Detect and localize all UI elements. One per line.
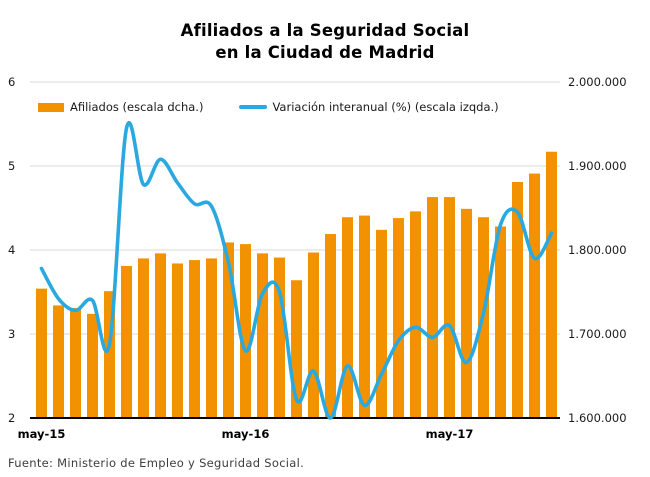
chart-legend: Afiliados (escala dcha.) Variación inter… bbox=[38, 100, 535, 114]
bar bbox=[444, 197, 455, 418]
bar bbox=[121, 265, 132, 418]
bar bbox=[529, 173, 540, 418]
bar bbox=[308, 252, 319, 418]
y-right-tick-label: 2.000.000 bbox=[568, 75, 627, 89]
bar bbox=[240, 244, 251, 418]
bar bbox=[223, 242, 234, 418]
bar bbox=[427, 197, 438, 418]
bar bbox=[53, 305, 64, 418]
bar bbox=[410, 211, 421, 418]
y-left-tick-label: 5 bbox=[8, 159, 15, 173]
bar bbox=[274, 257, 285, 418]
x-tick-label: may-16 bbox=[222, 427, 270, 441]
bar bbox=[393, 218, 404, 418]
legend-label-afiliados: Afiliados (escala dcha.) bbox=[70, 100, 204, 114]
bar bbox=[376, 229, 387, 418]
bar bbox=[104, 291, 115, 418]
bar bbox=[257, 253, 268, 418]
bar bbox=[155, 253, 166, 418]
bar bbox=[172, 263, 183, 418]
bar bbox=[359, 215, 370, 418]
chart-title: Afiliados a la Seguridad Social en la Ci… bbox=[0, 20, 650, 64]
chart-title-line1: Afiliados a la Seguridad Social bbox=[180, 21, 470, 40]
y-right-tick-label: 1.700.000 bbox=[568, 327, 627, 341]
bar bbox=[291, 280, 302, 418]
trend-line bbox=[39, 121, 554, 420]
bar bbox=[206, 258, 217, 418]
bar bbox=[36, 288, 47, 418]
bar bbox=[87, 313, 98, 418]
line-series-swatch-icon bbox=[239, 105, 268, 109]
bar bbox=[546, 151, 557, 418]
bar bbox=[461, 208, 472, 418]
bar bbox=[189, 260, 200, 418]
legend-item-variacion: Variación interanual (%) (escala izqda.) bbox=[239, 100, 499, 114]
y-right-tick-label: 1.600.000 bbox=[568, 411, 627, 425]
bar-series-swatch-icon bbox=[38, 102, 64, 112]
bar bbox=[70, 307, 81, 418]
source-note: Fuente: Ministerio de Empleo y Seguridad… bbox=[8, 456, 305, 470]
y-right-tick-label: 1.900.000 bbox=[568, 159, 627, 173]
bar bbox=[342, 217, 353, 418]
chart-title-line2: en la Ciudad de Madrid bbox=[215, 43, 435, 62]
y-left-tick-label: 6 bbox=[8, 75, 15, 89]
x-tick-label: may-15 bbox=[18, 427, 66, 441]
y-left-tick-label: 3 bbox=[8, 327, 15, 341]
y-left-tick-label: 4 bbox=[8, 243, 15, 257]
y-right-tick-label: 1.800.000 bbox=[568, 243, 627, 257]
bar bbox=[138, 258, 149, 418]
bar bbox=[495, 226, 506, 418]
x-tick-label: may-17 bbox=[426, 427, 474, 441]
legend-item-afiliados: Afiliados (escala dcha.) bbox=[38, 100, 203, 114]
legend-label-variacion: Variación interanual (%) (escala izqda.) bbox=[272, 100, 499, 114]
bar bbox=[325, 234, 336, 418]
y-left-tick-label: 2 bbox=[8, 411, 15, 425]
bar bbox=[512, 181, 523, 418]
